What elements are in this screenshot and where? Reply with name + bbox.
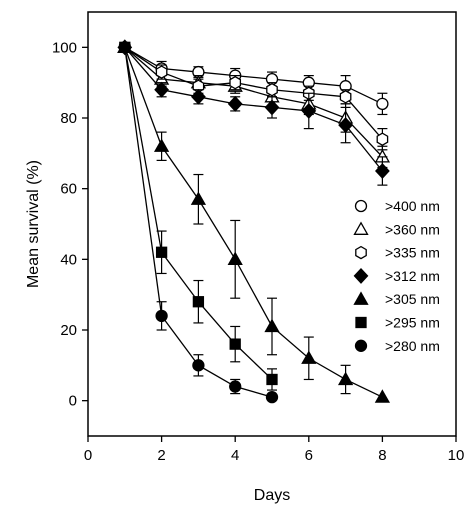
data-point — [229, 338, 241, 350]
data-point — [264, 318, 280, 333]
data-point — [339, 90, 352, 104]
data-point — [337, 371, 354, 386]
series-circle-filled — [118, 41, 279, 404]
data-point — [229, 380, 242, 393]
legend-label: >280 nm — [385, 338, 440, 354]
data-point — [375, 163, 390, 179]
data-point — [374, 389, 391, 403]
plot-frame — [87, 11, 457, 437]
legend-marker — [354, 199, 368, 213]
y-tick-label: 100 — [52, 39, 77, 56]
y-axis-ticks: 0 20 40 60 80 100 — [52, 39, 88, 410]
data-point — [229, 75, 242, 90]
legend-label: >305 nm — [385, 291, 440, 307]
legend-marker — [353, 221, 369, 235]
series-line — [124, 46, 383, 105]
data-point — [301, 102, 317, 119]
y-tick-label: 40 — [60, 251, 77, 268]
legend-marker — [353, 291, 369, 305]
y-tick-label: 20 — [60, 322, 77, 339]
series-line — [124, 46, 383, 140]
y-tick-label: 0 — [69, 393, 77, 410]
x-tick-label: 0 — [84, 447, 92, 464]
series-line — [124, 47, 383, 398]
x-axis-title: Days — [254, 487, 290, 504]
data-point — [301, 350, 317, 364]
legend-item: >305 nm — [353, 291, 440, 307]
x-axis-ticks: 0 2 4 6 8 10 — [84, 436, 465, 464]
legend-label: >312 nm — [385, 268, 440, 284]
x-tick-label: 8 — [378, 447, 386, 464]
legend-marker — [354, 339, 368, 352]
legend-marker — [355, 245, 367, 260]
legend-item: >335 nm — [355, 245, 440, 261]
x-tick-label: 6 — [305, 447, 313, 464]
y-tick-label: 80 — [60, 110, 77, 127]
legend-label: >400 nm — [385, 198, 440, 214]
legend-item: >360 nm — [353, 221, 440, 237]
axes — [87, 11, 457, 437]
data-point — [192, 296, 205, 308]
y-axis-title: Mean survival (%) — [25, 160, 42, 288]
legend-marker — [353, 267, 369, 284]
data-point — [227, 95, 243, 112]
legend-item: >295 nm — [355, 315, 440, 331]
data-point — [266, 373, 278, 386]
x-tick-label: 2 — [157, 447, 165, 464]
legend-label: >335 nm — [385, 245, 440, 261]
data-point — [155, 246, 168, 258]
data-point — [376, 132, 389, 146]
data-point — [192, 359, 205, 372]
data-point — [264, 99, 280, 116]
data-point — [266, 82, 278, 97]
data-point — [265, 390, 279, 404]
data-point — [338, 117, 353, 134]
legend-label: >295 nm — [385, 315, 440, 331]
x-tick-label: 10 — [448, 447, 465, 464]
series-line — [124, 46, 383, 158]
data-point — [227, 251, 243, 265]
series-square-filled — [119, 41, 278, 391]
x-tick-label: 4 — [231, 447, 239, 464]
data-point — [154, 81, 169, 98]
y-tick-label: 60 — [60, 181, 77, 198]
legend-marker — [355, 316, 367, 329]
data-point — [118, 41, 131, 54]
data-point — [190, 191, 207, 205]
data-point — [155, 65, 168, 79]
data-point — [155, 309, 168, 323]
legend-label: >360 nm — [385, 221, 440, 237]
legend-item: >312 nm — [353, 267, 440, 284]
data-point — [191, 88, 206, 105]
legend-item: >400 nm — [354, 198, 440, 214]
legend: >400 nm >360 nm >335 nm >312 nm >305 nm >295 … — [353, 198, 440, 354]
data-point — [153, 138, 170, 152]
legend-item: >280 nm — [354, 338, 440, 354]
data-point — [376, 97, 389, 111]
series-layer — [117, 39, 391, 404]
